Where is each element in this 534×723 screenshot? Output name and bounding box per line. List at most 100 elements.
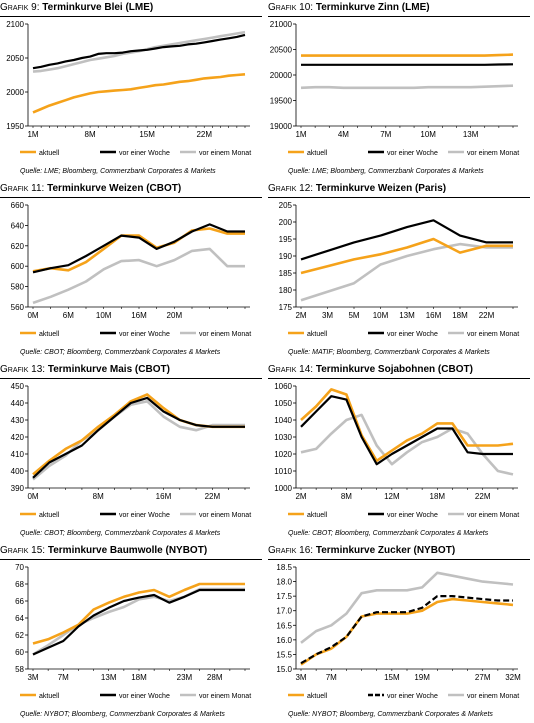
legend-item: vor einer Woche <box>368 331 438 338</box>
chart-source: Quelle: MATIF; Bloomberg, Commerzbank Co… <box>288 349 490 356</box>
x-tick-label: 8M <box>85 130 96 139</box>
chart-number: Grafik 14: <box>268 364 314 375</box>
chart-source: Quelle: CBOT; Bloomberg, Commerzbank Cor… <box>288 530 489 537</box>
x-tick-label: 16M <box>426 311 442 320</box>
legend-label: vor einem Monat <box>199 150 251 157</box>
legend-item: vor einem Monat <box>180 150 251 157</box>
y-tick-label: 200 <box>279 218 293 227</box>
series-line-vor-einer-woche <box>300 219 513 261</box>
chart-number: Grafik 9: <box>0 2 40 13</box>
x-tick-label: 7M <box>380 130 391 139</box>
series-line-vor-einem-monat <box>300 242 513 302</box>
chart-panel: Grafik 13: Terminkurve Mais (CBOT) 390 400… <box>0 364 262 542</box>
chart-plot: 1000 1010 1020 1030 1040 1050 1060 2M 8M 12M 18M 22… <box>274 382 519 519</box>
x-tick-label: 22M <box>475 492 491 501</box>
x-tick-label: 18M <box>430 492 446 501</box>
chart-title-text: Terminkurve Sojabohnen (CBOT) <box>313 364 473 375</box>
y-tick-label: 440 <box>11 399 25 408</box>
y-tick-label: 1050 <box>274 399 292 408</box>
y-tick-label: 20500 <box>270 46 293 55</box>
chart-title-text: Terminkurve Zinn (LME) <box>313 2 430 13</box>
x-tick-label: 16M <box>131 311 147 320</box>
chart-source: Quelle: CBOT; Bloomberg, Commerzbank Cor… <box>20 530 221 537</box>
x-tick-label: 22M <box>205 492 221 501</box>
y-tick-label: 16.0 <box>276 636 292 645</box>
legend-item: vor einer Woche <box>100 693 170 700</box>
legend-item: vor einer Woche <box>368 693 438 700</box>
series-line-vor-einer-woche <box>301 63 514 66</box>
chart-title-text: Terminkurve Weizen (CBOT) <box>44 183 182 194</box>
x-tick-label: 7M <box>58 673 69 682</box>
chart-plot: 390 400 410 420 430 440 450 0M 8M 16M 22M aktuell vo… <box>11 382 252 519</box>
legend-label: vor einer Woche <box>119 331 170 338</box>
legend-item: aktuell <box>288 331 328 338</box>
x-tick-label: 18M <box>452 311 468 320</box>
y-tick-label: 15.5 <box>276 650 292 659</box>
series-line-aktuell <box>300 388 514 463</box>
chart-title: Grafik 10: Terminkurve Zinn (LME) <box>268 2 530 17</box>
x-tick-label: 2M <box>295 492 306 501</box>
series-line-aktuell <box>32 393 245 476</box>
chart-panel: Grafik 11: Terminkurve Weizen (CBOT) 560 5… <box>0 183 262 361</box>
legend-item: aktuell <box>20 512 60 519</box>
x-tick-label: 16M <box>156 492 172 501</box>
y-tick-label: 410 <box>11 450 25 459</box>
legend-label: vor einem Monat <box>199 512 251 519</box>
y-tick-label: 185 <box>279 269 293 278</box>
y-tick-label: 180 <box>279 286 293 295</box>
chart-title: Grafik 16: Terminkurve Zucker (NYBOT) <box>268 545 530 560</box>
legend-label: vor einem Monat <box>467 512 519 519</box>
y-tick-label: 60 <box>15 648 24 657</box>
chart-panel: Grafik 16: Terminkurve Zucker (NYBOT) 15.… <box>268 545 530 723</box>
legend-label: aktuell <box>39 693 60 700</box>
y-tick-label: 1950 <box>6 122 24 131</box>
y-tick-label: 19000 <box>270 122 293 131</box>
chart-title-text: Terminkurve Weizen (Paris) <box>313 183 447 194</box>
series-line-vor-einer-woche <box>32 33 246 70</box>
y-tick-label: 600 <box>11 262 25 271</box>
chart-panel: Grafik 9: Terminkurve Blei (LME) 1950 2000… <box>0 2 262 180</box>
x-tick-label: 1M <box>27 130 38 139</box>
legend-label: vor einem Monat <box>467 331 519 338</box>
x-tick-label: 3M <box>322 311 333 320</box>
x-tick-label: 0M <box>27 311 38 320</box>
series-line-vor-einem-monat <box>300 84 514 90</box>
y-tick-label: 620 <box>11 242 25 251</box>
legend-label: aktuell <box>307 150 328 157</box>
legend-label: vor einem Monat <box>199 693 251 700</box>
legend-label: aktuell <box>39 150 60 157</box>
chart-panel: Grafik 15: Terminkurve Baumwolle (NYBOT)… <box>0 545 262 723</box>
legend-item: vor einem Monat <box>448 693 519 700</box>
y-tick-label: 1040 <box>274 416 292 425</box>
y-tick-label: 2100 <box>6 20 24 29</box>
legend-label: vor einer Woche <box>387 150 438 157</box>
y-tick-label: 17.5 <box>276 592 292 601</box>
chart-source: Quelle: CBOT; Bloomberg, Commerzbank Cor… <box>20 349 221 356</box>
legend-label: vor einer Woche <box>387 693 438 700</box>
legend-item: vor einem Monat <box>448 512 519 519</box>
y-tick-label: 1030 <box>274 433 292 442</box>
legend-item: aktuell <box>288 150 328 157</box>
legend-item: aktuell <box>20 693 60 700</box>
series-line-vor-einer-woche <box>300 594 513 665</box>
chart-number: Grafik 11: <box>0 183 45 194</box>
x-tick-label: 15M <box>384 673 400 682</box>
chart-title: Grafik 11: Terminkurve Weizen (CBOT) <box>0 183 262 198</box>
series-line-aktuell <box>32 582 245 645</box>
legend-item: vor einer Woche <box>100 331 170 338</box>
x-tick-label: 5M <box>348 311 359 320</box>
chart-title-text: Terminkurve Mais (CBOT) <box>45 364 170 375</box>
chart-number: Grafik 10: <box>268 2 314 13</box>
chart-source: Quelle: NYBOT; Bloomberg, Commerzbank Co… <box>20 711 225 718</box>
x-tick-label: 0M <box>27 492 38 501</box>
x-tick-label: 7M <box>326 673 337 682</box>
y-tick-label: 21000 <box>270 20 293 29</box>
legend-label: vor einer Woche <box>387 331 438 338</box>
legend-label: aktuell <box>307 331 328 338</box>
legend-label: vor einem Monat <box>467 150 519 157</box>
y-tick-label: 190 <box>279 252 293 261</box>
series-line-aktuell <box>32 227 245 273</box>
y-tick-label: 18.5 <box>276 563 292 572</box>
y-tick-label: 1020 <box>274 450 292 459</box>
y-tick-label: 66 <box>15 597 24 606</box>
